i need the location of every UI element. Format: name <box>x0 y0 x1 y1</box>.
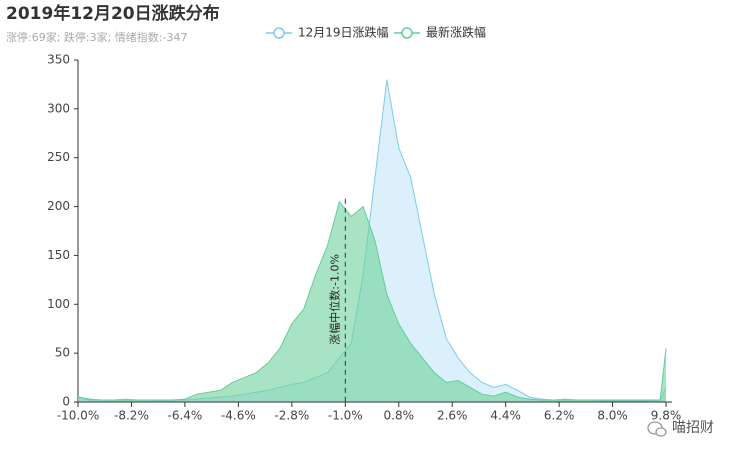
x-tick-label: -6.4% <box>168 409 203 423</box>
x-tick-label: 4.4% <box>490 409 521 423</box>
y-tick-label: 100 <box>47 297 70 311</box>
y-tick-label: 200 <box>47 199 70 213</box>
area <box>78 201 667 402</box>
x-tick-label: 6.2% <box>544 409 575 423</box>
y-tick-label: 350 <box>47 53 70 67</box>
x-tick-label: 0.8% <box>384 409 415 423</box>
x-tick-label: -1.0% <box>328 409 363 423</box>
y-tick-label: 300 <box>47 101 70 115</box>
chart-title: 2019年12月20日涨跌分布 <box>6 3 220 24</box>
x-tick-label: -2.8% <box>274 409 309 423</box>
legend-label: 12月19日涨跌幅 <box>298 25 389 40</box>
line <box>77 200 667 401</box>
x-tick-label: -8.2% <box>114 409 149 423</box>
y-tick-label: 250 <box>47 150 70 164</box>
x-tick-label: 2.6% <box>437 409 468 423</box>
legend-label: 最新涨跌幅 <box>426 25 486 40</box>
x-tick-label: -4.6% <box>221 409 256 423</box>
y-tick-label: 150 <box>47 248 70 262</box>
y-tick-label: 0 <box>62 395 70 409</box>
watermark-icon <box>647 421 667 437</box>
y-tick-label: 50 <box>55 346 70 360</box>
chart-subtitle: 涨停:69家; 跌停:3家; 情绪指数:-347 <box>6 30 187 44</box>
watermark: 喵招财 <box>672 420 714 436</box>
x-tick-label: -10.0% <box>57 409 99 423</box>
median-label: 涨幅中位数:-1.0% <box>327 254 341 345</box>
legend-marker <box>401 27 413 39</box>
legend-marker <box>273 27 285 39</box>
x-tick-label: 8.0% <box>597 409 628 423</box>
x-tick-label: 9.8% <box>651 409 682 423</box>
